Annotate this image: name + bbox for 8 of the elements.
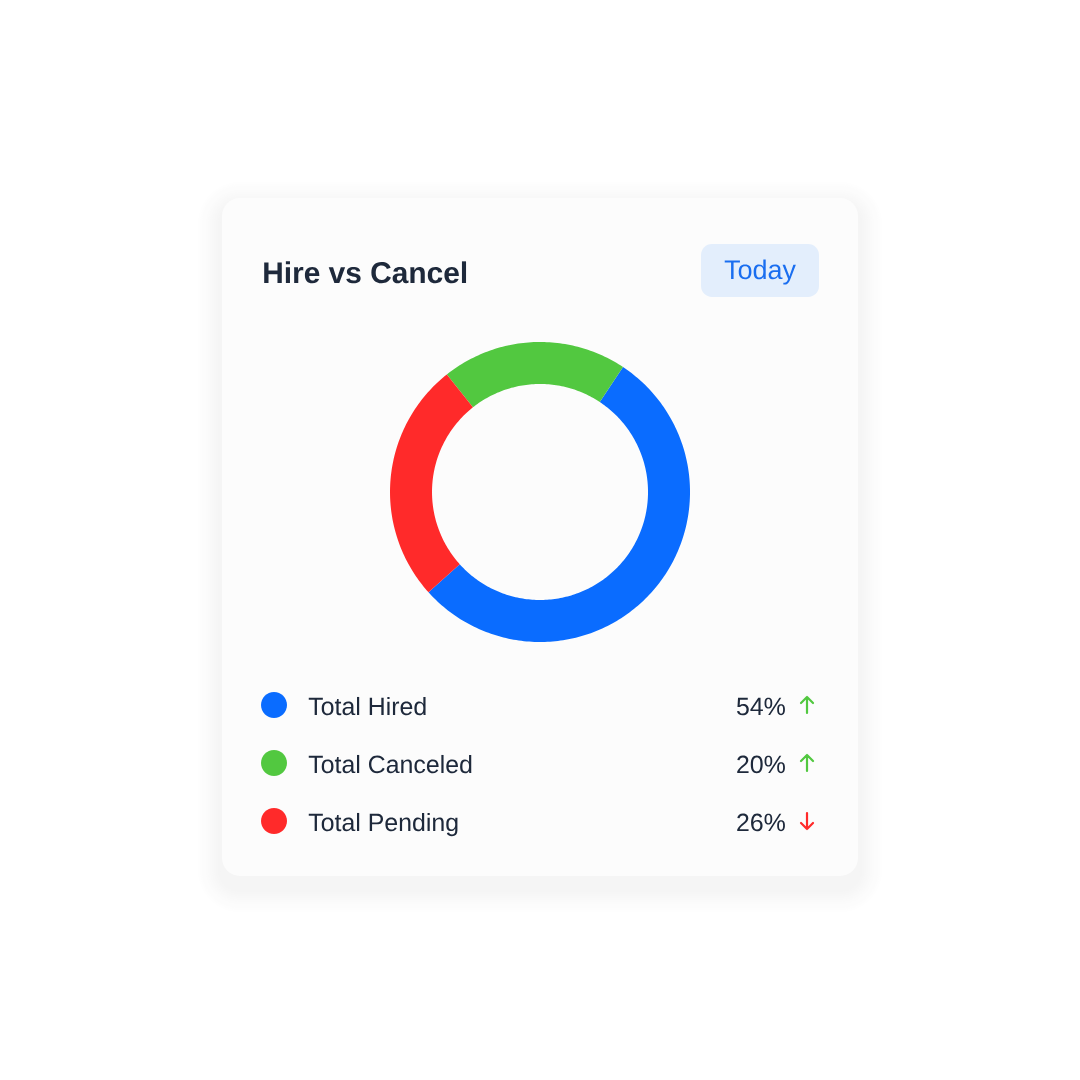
data-label: 26% xyxy=(737,813,785,832)
data-label: 20% xyxy=(737,755,785,774)
legend-label: Total Pending xyxy=(308,812,458,837)
legend-label: Total Canceled xyxy=(308,754,472,774)
text: Today xyxy=(724,259,796,285)
chart-title: Hire vs Cancel xyxy=(264,261,467,284)
legend-label: Total Hired xyxy=(308,696,426,716)
data-label: 54% xyxy=(736,697,785,716)
